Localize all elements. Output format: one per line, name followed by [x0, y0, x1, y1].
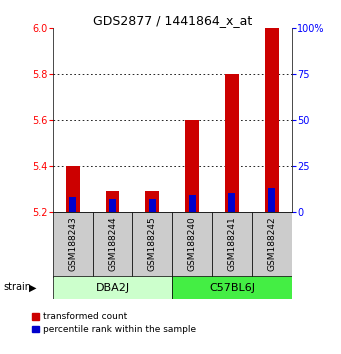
Bar	[172, 276, 292, 299]
Bar	[265, 28, 279, 212]
Text: DBA2J: DBA2J	[95, 282, 130, 293]
Bar	[252, 212, 292, 278]
Text: GSM188244: GSM188244	[108, 217, 117, 271]
Bar	[149, 199, 156, 212]
Text: GSM188241: GSM188241	[227, 216, 236, 271]
Bar	[172, 212, 212, 278]
Bar	[53, 212, 93, 278]
Text: GSM188245: GSM188245	[148, 216, 157, 271]
Text: GSM188243: GSM188243	[68, 216, 77, 271]
Text: GSM188242: GSM188242	[267, 217, 276, 271]
Bar	[189, 195, 196, 212]
Bar	[145, 190, 159, 212]
Bar	[228, 193, 235, 212]
Bar	[132, 212, 172, 278]
Legend: transformed count, percentile rank within the sample: transformed count, percentile rank withi…	[32, 313, 196, 334]
Bar	[106, 190, 119, 212]
Bar	[53, 276, 172, 299]
Text: C57BL6J: C57BL6J	[209, 282, 255, 293]
Bar	[66, 166, 80, 212]
Bar	[185, 120, 199, 212]
Bar	[93, 212, 132, 278]
Text: ▶: ▶	[29, 282, 36, 292]
Title: GDS2877 / 1441864_x_at: GDS2877 / 1441864_x_at	[92, 14, 252, 27]
Bar	[268, 188, 275, 212]
Bar	[212, 212, 252, 278]
Bar	[225, 74, 239, 212]
Text: strain: strain	[3, 282, 31, 292]
Bar	[69, 198, 76, 212]
Bar	[109, 199, 116, 212]
Text: GSM188240: GSM188240	[188, 216, 197, 271]
